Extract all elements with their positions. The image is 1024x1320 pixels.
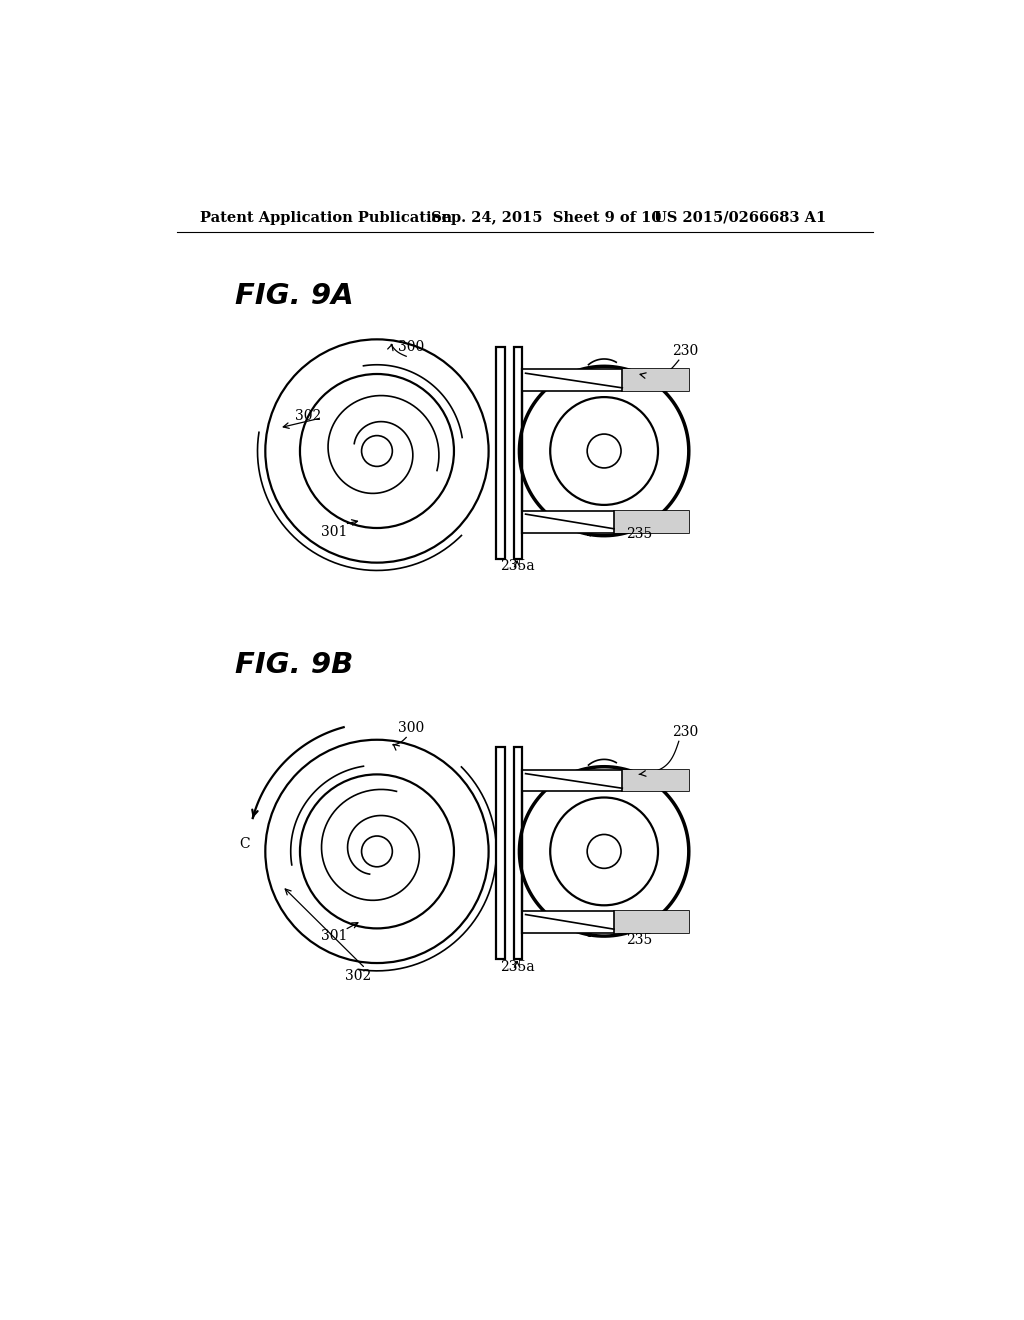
Text: C: C bbox=[240, 837, 250, 850]
Text: FIG. 9B: FIG. 9B bbox=[234, 651, 353, 680]
Bar bbox=[497, 747, 505, 960]
Text: 235: 235 bbox=[626, 527, 652, 541]
Bar bbox=[623, 770, 689, 792]
Bar bbox=[522, 511, 689, 533]
Text: US 2015/0266683 A1: US 2015/0266683 A1 bbox=[654, 211, 826, 224]
Bar bbox=[514, 347, 522, 558]
Text: Sep. 24, 2015  Sheet 9 of 10: Sep. 24, 2015 Sheet 9 of 10 bbox=[431, 211, 662, 224]
Bar bbox=[522, 370, 689, 391]
Text: 235: 235 bbox=[626, 933, 652, 946]
Text: 235a: 235a bbox=[500, 560, 535, 573]
Bar bbox=[522, 911, 689, 933]
Bar bbox=[623, 370, 689, 391]
Text: 300: 300 bbox=[398, 721, 425, 735]
Text: 302: 302 bbox=[295, 409, 321, 424]
Text: FIG. 9A: FIG. 9A bbox=[234, 281, 353, 310]
Text: 301: 301 bbox=[322, 929, 348, 942]
Text: Patent Application Publication: Patent Application Publication bbox=[200, 211, 452, 224]
Bar bbox=[514, 747, 522, 960]
Text: 300: 300 bbox=[398, 341, 425, 354]
Bar bbox=[497, 347, 505, 558]
Bar bbox=[614, 911, 689, 933]
Text: 301: 301 bbox=[322, 525, 348, 539]
Text: 230: 230 bbox=[672, 725, 698, 739]
Text: 302: 302 bbox=[345, 969, 371, 983]
Bar bbox=[614, 511, 689, 533]
Bar bbox=[522, 770, 689, 792]
Text: 230: 230 bbox=[672, 345, 698, 358]
Text: 235a: 235a bbox=[500, 960, 535, 974]
